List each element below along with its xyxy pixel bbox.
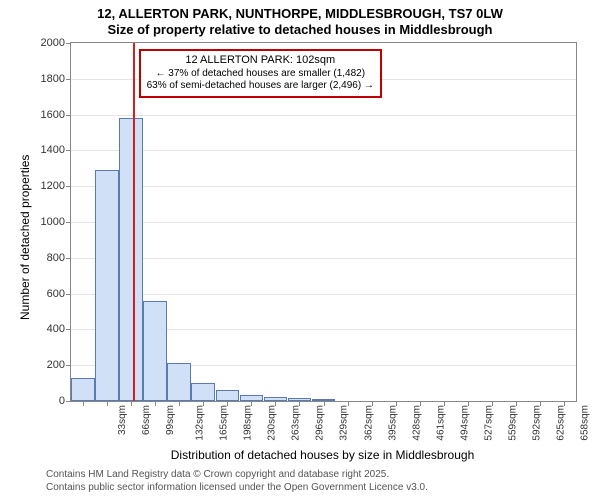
callout-line-2: 63% of semi-detached houses are larger (… (147, 80, 374, 93)
x-tick-label: 296sqm (315, 405, 326, 441)
y-tick-mark (66, 258, 71, 259)
callout-header: 12 ALLERTON PARK: 102sqm (147, 54, 374, 68)
gridline (71, 258, 576, 259)
y-tick-label: 200 (47, 359, 65, 371)
x-tick-mark (348, 401, 349, 406)
gridline (71, 222, 576, 223)
y-tick-label: 1000 (41, 216, 65, 228)
x-tick-label: 66sqm (141, 405, 152, 435)
x-tick-mark (444, 401, 445, 406)
x-tick-mark (155, 401, 156, 406)
y-tick-label: 1600 (41, 109, 65, 121)
histogram-bar (95, 170, 119, 401)
y-tick-mark (66, 329, 71, 330)
y-tick-label: 800 (47, 252, 65, 264)
title-line-2: Size of property relative to detached ho… (0, 22, 600, 38)
x-tick-label: 132sqm (195, 405, 206, 441)
x-tick-mark (299, 401, 300, 406)
x-tick-label: 461sqm (435, 405, 446, 441)
x-tick-mark (251, 401, 252, 406)
x-tick-label: 625sqm (555, 405, 566, 441)
x-tick-mark (396, 401, 397, 406)
x-tick-mark (564, 401, 565, 406)
gridline (71, 150, 576, 151)
y-tick-mark (66, 150, 71, 151)
chart-container: 12, ALLERTON PARK, NUNTHORPE, MIDDLESBRO… (0, 0, 600, 500)
histogram-bar (143, 301, 167, 401)
x-tick-label: 592sqm (531, 405, 542, 441)
chart-title: 12, ALLERTON PARK, NUNTHORPE, MIDDLESBRO… (0, 0, 600, 39)
x-tick-label: 658sqm (580, 405, 591, 441)
histogram-bar (167, 363, 191, 401)
histogram-bar (216, 390, 240, 401)
footer-line-2: Contains public sector information licen… (46, 481, 428, 494)
x-tick-mark (179, 401, 180, 406)
y-tick-mark (66, 365, 71, 366)
x-tick-mark (324, 401, 325, 406)
gridline (71, 294, 576, 295)
x-tick-label: 329sqm (339, 405, 350, 441)
property-marker-line (133, 43, 135, 401)
x-tick-mark (468, 401, 469, 406)
x-tick-label: 362sqm (363, 405, 374, 441)
callout-line-1: ← 37% of detached houses are smaller (1,… (147, 68, 374, 81)
x-tick-mark (227, 401, 228, 406)
y-tick-mark (66, 294, 71, 295)
x-tick-label: 230sqm (267, 405, 278, 441)
x-tick-label: 198sqm (243, 405, 254, 441)
y-tick-label: 1400 (41, 144, 65, 156)
footer: Contains HM Land Registry data © Crown c… (46, 468, 428, 494)
y-tick-mark (66, 79, 71, 80)
x-tick-mark (131, 401, 132, 406)
x-tick-mark (492, 401, 493, 406)
x-tick-mark (372, 401, 373, 406)
x-tick-mark (540, 401, 541, 406)
x-tick-mark (203, 401, 204, 406)
x-tick-label: 99sqm (165, 405, 176, 435)
y-tick-label: 1800 (41, 73, 65, 85)
title-line-1: 12, ALLERTON PARK, NUNTHORPE, MIDDLESBRO… (0, 6, 600, 22)
x-tick-mark (516, 401, 517, 406)
x-tick-mark (275, 401, 276, 406)
y-tick-label: 2000 (41, 37, 65, 49)
x-tick-label: 395sqm (387, 405, 398, 441)
x-tick-label: 165sqm (219, 405, 230, 441)
x-tick-label: 527sqm (483, 405, 494, 441)
footer-line-1: Contains HM Land Registry data © Crown c… (46, 468, 428, 481)
y-tick-mark (66, 43, 71, 44)
y-tick-label: 1200 (41, 180, 65, 192)
y-axis-label: Number of detached properties (18, 155, 32, 320)
x-tick-label: 559sqm (507, 405, 518, 441)
y-tick-label: 600 (47, 288, 65, 300)
callout-box: 12 ALLERTON PARK: 102sqm← 37% of detache… (139, 49, 382, 98)
histogram-bar (71, 378, 95, 401)
x-tick-label: 428sqm (411, 405, 422, 441)
y-tick-label: 0 (59, 395, 65, 407)
y-tick-mark (66, 186, 71, 187)
y-tick-label: 400 (47, 323, 65, 335)
x-tick-mark (107, 401, 108, 406)
histogram-bar (119, 118, 143, 401)
histogram-bar (191, 383, 215, 401)
x-axis-label: Distribution of detached houses by size … (70, 448, 575, 462)
gridline (71, 115, 576, 116)
y-tick-mark (66, 115, 71, 116)
y-tick-mark (66, 401, 71, 402)
x-tick-label: 33sqm (117, 405, 128, 435)
x-tick-mark (83, 401, 84, 406)
x-tick-label: 263sqm (291, 405, 302, 441)
y-tick-mark (66, 222, 71, 223)
x-tick-mark (420, 401, 421, 406)
gridline (71, 186, 576, 187)
x-tick-label: 494sqm (459, 405, 470, 441)
plot-area: 020040060080010001200140016001800200033s… (70, 42, 577, 402)
